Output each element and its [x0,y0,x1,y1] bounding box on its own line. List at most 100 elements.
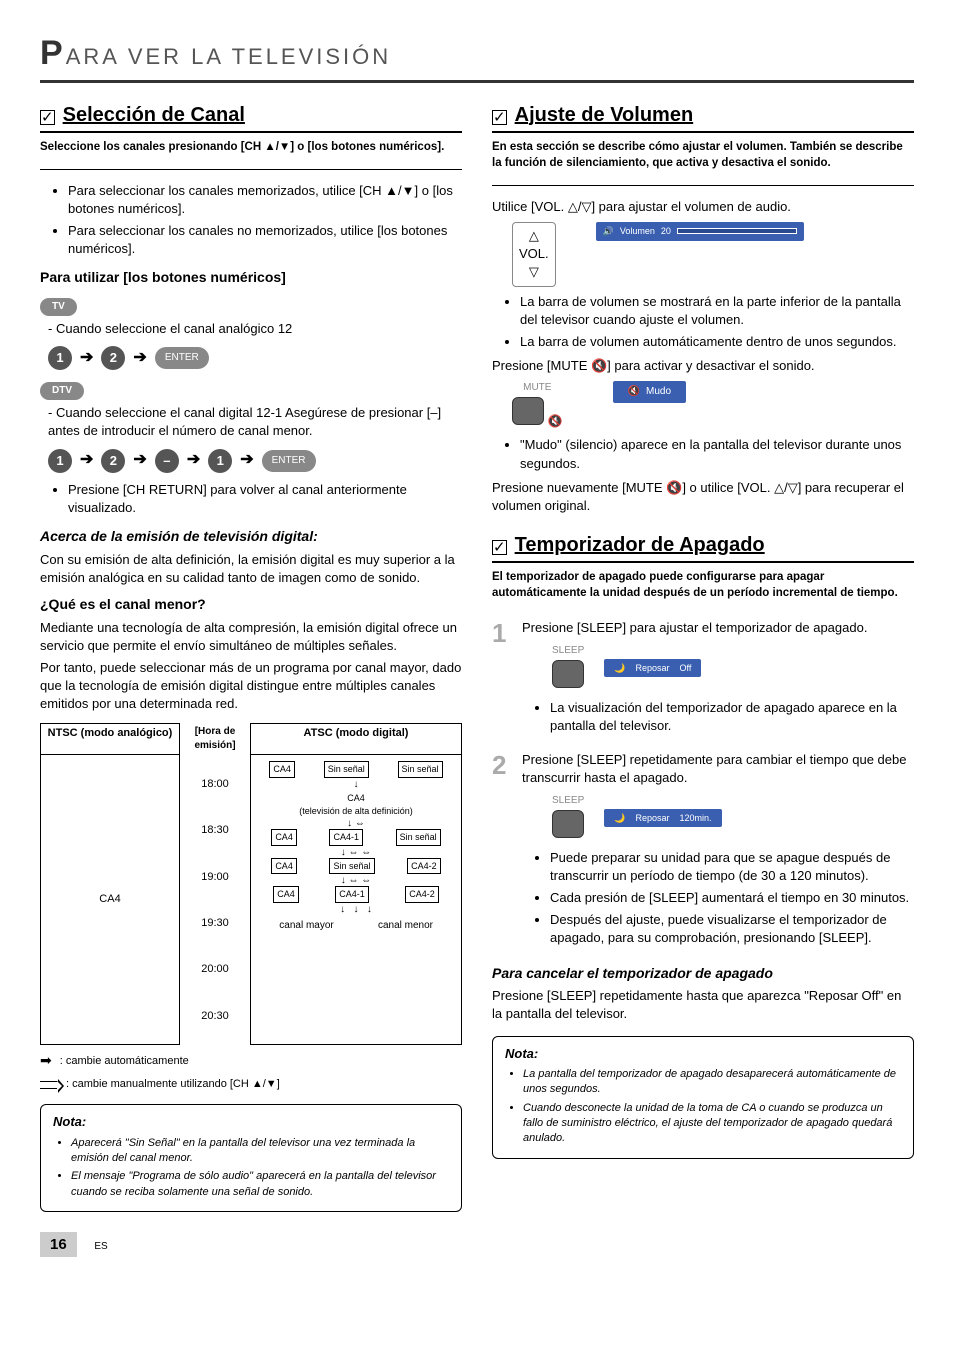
arrow-right-icon: ➔ [133,449,146,471]
osd-reposar-label: Reposar [635,812,669,825]
mute-again-instruction: Presione nuevamente [MUTE 🔇] o utilice [… [492,479,914,515]
right-column: Ajuste de Volumen En esta sección se des… [492,101,914,1213]
bullet-item: La barra de volumen se mostrará en la pa… [520,293,914,329]
bullet-item: Para seleccionar los canales no memoriza… [68,222,462,258]
enter-button: ENTER [155,347,209,369]
ch-box: CA4-1 [335,886,369,903]
cancel-sleep-heading: Para cancelar el temporizador de apagado [492,964,914,984]
page-number: 16 [40,1232,77,1257]
vol-up-icon: △ [529,227,539,245]
atsc-column: CA4 Sin señal Sin señal ↓ CA4(televisión… [250,755,462,1045]
nota-box-left: Nota: Aparecerá "Sin Señal" en la pantal… [40,1104,462,1212]
canal-menor-body1: Mediante una tecnología de alta compresi… [40,619,462,655]
check-icon [492,540,507,555]
digital-instruction: - Cuando seleccione el canal digital 12-… [48,404,462,440]
sleep-osd-120: 🌙 Reposar 120min. [604,809,721,828]
time-label: 19:00 [201,870,229,885]
time-label: 20:30 [201,1009,229,1024]
legend-auto: ➡ : cambie automáticamente [40,1051,462,1071]
sleep-button-widget: SLEEP [552,644,584,693]
dtv-pill: DTV [40,382,84,400]
solid-arrow-icon: ➡ [40,1051,52,1071]
arrow-right-icon: ➔ [80,449,93,471]
speaker-icon: 🔊 [603,225,614,238]
osd-volume-value: 20 [661,225,671,238]
mute-osd: 🔇 Mudo [613,381,686,403]
mute-label: MUTE [512,381,563,395]
channel-bullets-1: Para seleccionar los canales memorizados… [40,182,462,259]
divider [40,169,462,170]
mute-widget-row: MUTE 🔇 🔇 Mudo [512,381,914,430]
nota-title: Nota: [505,1045,901,1063]
ch-box: Sin señal [324,761,369,778]
ch-box: CA4 [271,829,297,846]
hollow-arrow-icon [40,1081,58,1089]
sleep-button-widget: SLEEP [552,794,584,843]
volume-title: Ajuste de Volumen [515,104,694,126]
sleep-row-1: SLEEP 🌙 Reposar Off [552,644,914,693]
mute-osd-icon: 🔇 [628,385,640,399]
sleep-button-label: SLEEP [552,794,584,808]
num-1-button: 1 [208,449,232,473]
osd-reposar-label: Reposar [635,662,669,675]
mute-icon: 🔇 [548,413,563,430]
time-label: 18:00 [201,777,229,792]
canal-menor-heading: ¿Qué es el canal menor? [40,595,462,615]
sleep-title: Temporizador de Apagado [515,534,765,556]
channel-intro: Seleccione los canales presionando [CH ▲… [40,139,462,155]
ch-box: Sin señal [398,761,443,778]
mute-bullet: "Mudo" (silencio) aparece en la pantalla… [492,436,914,472]
check-icon [40,110,55,125]
bullet-item: Para seleccionar los canales memorizados… [68,182,462,218]
sleep-osd-icon: 🌙 [614,662,625,675]
ch-box: CA4 [271,858,297,875]
bullet-item: Después del ajuste, puede visualizarse e… [550,911,914,947]
step-1: 1 Presione [SLEEP] para ajustar el tempo… [492,615,914,741]
check-icon [492,110,507,125]
divider [492,185,914,186]
numeric-buttons-heading: Para utilizar [los botones numéricos] [40,268,462,288]
nota-item: Cuando desconecte la unidad de la toma d… [523,1101,901,1147]
volume-intro: En esta sección se describe cómo ajustar… [492,139,914,171]
sleep-row-2: SLEEP 🌙 Reposar 120min. [552,794,914,843]
ch-box: CA4-2 [407,858,441,875]
num-1-button: 1 [48,449,72,473]
legend-manual: : cambie manualmente utilizando [CH ▲/▼] [40,1077,462,1092]
num-2-button: 2 [101,346,125,370]
canal-mayor-label: canal mayor [257,919,356,933]
page-title: PARA VER LA TELEVISIÓN [40,30,914,83]
osd-120-value: 120min. [680,812,712,825]
left-column: Selección de Canal Seleccione los canale… [40,101,462,1213]
vol-down-icon: ▽ [529,263,539,281]
step1-text: Presione [SLEEP] para ajustar el tempori… [522,619,914,637]
page-footer: 16 ES [40,1212,914,1257]
bullet-item: Presione [CH RETURN] para volver al cana… [68,481,462,517]
vol-bullets: La barra de volumen se mostrará en la pa… [492,293,914,352]
num-2-button: 2 [101,449,125,473]
ch-box: Sin señal [396,829,441,846]
nota-title: Nota: [53,1113,449,1131]
step-number-1: 1 [492,615,516,741]
page-title-p: P [40,34,66,72]
broadcast-table: NTSC (modo analógico) [Hora de emisión] … [40,723,462,1045]
vol-widget-row: △ VOL. ▽ 🔊 Volumen 20 [512,222,914,287]
bullet-item: La barra de volumen automáticamente dent… [520,333,914,351]
analog-instruction: - Cuando seleccione el canal analógico 1… [48,320,462,338]
bullet-item: "Mudo" (silencio) aparece en la pantalla… [520,436,914,472]
ch-return-bullet: Presione [CH RETURN] para volver al cana… [40,481,462,517]
volume-osd: 🔊 Volumen 20 [596,222,804,241]
sleep-remote-button [552,660,584,688]
hd-label: CA4(televisión de alta definición) [257,792,455,817]
mute-button-widget: MUTE 🔇 [512,381,563,430]
sleep-osd-icon: 🌙 [614,812,625,825]
sleep-intro: El temporizador de apagado puede configu… [492,569,914,601]
nota-item: La pantalla del temporizador de apagado … [523,1067,901,1098]
digital-emission-body: Con su emisión de alta definición, la em… [40,551,462,587]
step2-text: Presione [SLEEP] repetidamente para camb… [522,751,914,787]
time-label: 19:30 [201,916,229,931]
bullet-item: La visualización del temporizador de apa… [550,699,914,735]
cancel-sleep-body: Presione [SLEEP] repetidamente hasta que… [492,987,914,1023]
osd-volume-label: Volumen [620,225,655,238]
digital-step-row: 1 ➔ 2 ➔ – ➔ 1 ➔ ENTER [48,449,462,473]
channel-selection-title: Selección de Canal [63,104,245,126]
